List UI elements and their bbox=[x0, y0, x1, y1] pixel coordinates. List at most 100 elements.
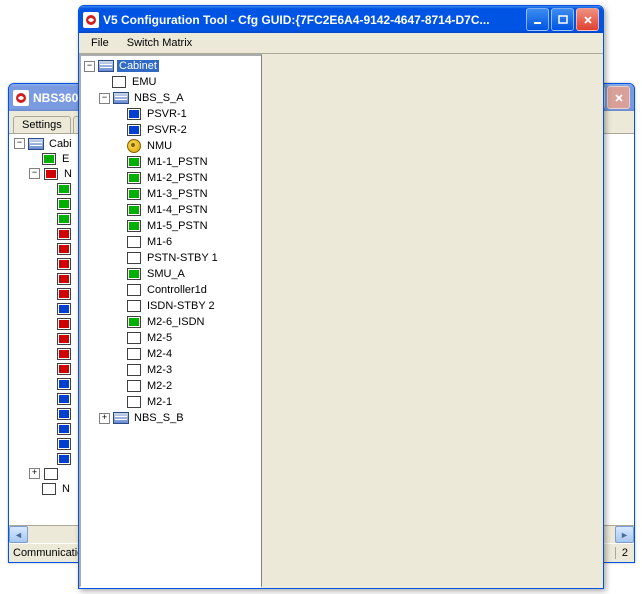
tree-item-label[interactable]: M2-6_ISDN bbox=[145, 316, 206, 328]
tree-item-label[interactable]: M1-2_PSTN bbox=[145, 172, 210, 184]
tree-item-label[interactable]: M1-3_PSTN bbox=[145, 188, 210, 200]
maximize-button[interactable] bbox=[551, 8, 574, 31]
toggle-spacer bbox=[44, 214, 53, 223]
toggle-spacer bbox=[44, 199, 53, 208]
expand-toggle[interactable]: + bbox=[99, 413, 110, 424]
toggle-spacer bbox=[114, 238, 123, 247]
node-icon bbox=[126, 235, 142, 249]
tree-item-label[interactable]: M2-2 bbox=[145, 380, 174, 392]
scroll-right-icon[interactable]: ► bbox=[615, 526, 634, 543]
tree-item-label[interactable]: N bbox=[60, 483, 72, 495]
node-icon bbox=[126, 331, 142, 345]
tree-item-label[interactable]: PSVR-2 bbox=[145, 124, 189, 136]
app-icon bbox=[13, 90, 29, 106]
expand-toggle[interactable]: − bbox=[29, 168, 40, 179]
fg-title: V5 Configuration Tool - Cfg GUID:{7FC2E6… bbox=[103, 13, 526, 27]
tree-item-label[interactable]: M2-3 bbox=[145, 364, 174, 376]
expand-toggle[interactable]: − bbox=[14, 138, 25, 149]
node-icon bbox=[56, 347, 72, 361]
nmu-icon bbox=[126, 139, 142, 153]
toggle-spacer bbox=[44, 439, 53, 448]
cabinet-icon bbox=[28, 137, 44, 151]
cabinet-icon bbox=[113, 411, 129, 425]
close-button[interactable] bbox=[607, 86, 630, 109]
toggle-spacer bbox=[114, 286, 123, 295]
tree-item-label[interactable]: M1-5_PSTN bbox=[145, 220, 210, 232]
cabinet-icon bbox=[98, 59, 114, 73]
tree-item-label[interactable]: M1-6 bbox=[145, 236, 174, 248]
node-icon bbox=[126, 107, 142, 121]
tree-item-label[interactable]: NBS_S_A bbox=[132, 92, 186, 104]
toggle-spacer bbox=[114, 190, 123, 199]
toggle-spacer bbox=[44, 229, 53, 238]
toggle-spacer bbox=[114, 334, 123, 343]
toggle-spacer bbox=[44, 259, 53, 268]
node-icon bbox=[126, 267, 142, 281]
toggle-spacer bbox=[114, 270, 123, 279]
toggle-spacer bbox=[114, 110, 123, 119]
toggle-spacer bbox=[44, 289, 53, 298]
toggle-spacer bbox=[114, 126, 123, 135]
expand-toggle[interactable]: − bbox=[84, 61, 95, 72]
node-icon bbox=[126, 251, 142, 265]
tree-item-label[interactable]: ISDN-STBY 2 bbox=[145, 300, 217, 312]
toggle-spacer bbox=[44, 319, 53, 328]
fg-tree[interactable]: − Cabinet EMU − NBS_S_A PSVR-1 PSVR-2 NMU M1-1_P… bbox=[79, 54, 262, 588]
node-icon bbox=[43, 167, 59, 181]
tree-item-label[interactable]: M1-1_PSTN bbox=[145, 156, 210, 168]
tree-item-label[interactable]: EMU bbox=[130, 76, 158, 88]
tree-root-label[interactable]: Cabinet bbox=[117, 60, 159, 72]
tree-item-label[interactable]: SMU_A bbox=[145, 268, 187, 280]
toggle-spacer bbox=[44, 394, 53, 403]
tree-item-label[interactable]: NBS_S_B bbox=[132, 412, 186, 424]
toggle-spacer bbox=[44, 454, 53, 463]
tree-root-label[interactable]: Cabi bbox=[47, 138, 74, 150]
expand-toggle[interactable]: + bbox=[29, 468, 40, 479]
toggle-spacer bbox=[114, 302, 123, 311]
node-icon bbox=[111, 75, 127, 89]
node-icon bbox=[126, 379, 142, 393]
fg-window-buttons bbox=[526, 8, 599, 31]
tree-item-label[interactable]: Controller1d bbox=[145, 284, 209, 296]
toggle-spacer bbox=[44, 364, 53, 373]
tree-item-label[interactable]: N bbox=[62, 168, 74, 180]
node-icon bbox=[126, 203, 142, 217]
tree-item-label[interactable]: M2-5 bbox=[145, 332, 174, 344]
scroll-left-icon[interactable]: ◄ bbox=[9, 526, 28, 543]
tree-item-label[interactable]: M2-1 bbox=[145, 396, 174, 408]
tab-settings[interactable]: Settings bbox=[13, 116, 71, 133]
menu-file[interactable]: File bbox=[83, 35, 117, 51]
status-right: 2 bbox=[615, 547, 634, 559]
tree-item-label[interactable]: E bbox=[60, 153, 71, 165]
toggle-spacer bbox=[44, 334, 53, 343]
expand-toggle[interactable]: − bbox=[99, 93, 110, 104]
tree-item-label[interactable]: PSVR-1 bbox=[145, 108, 189, 120]
fg-titlebar[interactable]: V5 Configuration Tool - Cfg GUID:{7FC2E6… bbox=[79, 6, 603, 33]
cabinet-icon bbox=[113, 91, 129, 105]
toggle-spacer bbox=[114, 142, 123, 151]
toggle-spacer bbox=[114, 254, 123, 263]
fg-window: V5 Configuration Tool - Cfg GUID:{7FC2E6… bbox=[78, 5, 604, 589]
tree-item-label[interactable]: M2-4 bbox=[145, 348, 174, 360]
node-icon bbox=[126, 347, 142, 361]
node-icon bbox=[56, 452, 72, 466]
tree-item-label[interactable]: NMU bbox=[145, 140, 174, 152]
app-icon bbox=[83, 12, 99, 28]
tree-item-label[interactable]: M1-4_PSTN bbox=[145, 204, 210, 216]
node-icon bbox=[56, 422, 72, 436]
toggle-spacer bbox=[44, 274, 53, 283]
menu-switch-matrix[interactable]: Switch Matrix bbox=[119, 35, 200, 51]
close-button[interactable] bbox=[576, 8, 599, 31]
minimize-button[interactable] bbox=[526, 8, 549, 31]
node-icon bbox=[126, 315, 142, 329]
toggle-spacer bbox=[99, 78, 108, 87]
toggle-spacer bbox=[114, 366, 123, 375]
menubar: File Switch Matrix bbox=[79, 33, 603, 54]
toggle-spacer bbox=[114, 222, 123, 231]
toggle-spacer bbox=[44, 409, 53, 418]
node-icon bbox=[56, 272, 72, 286]
node-icon bbox=[126, 155, 142, 169]
tree-item-label[interactable]: PSTN-STBY 1 bbox=[145, 252, 220, 264]
bg-tree[interactable]: − Cabi E − N + N bbox=[9, 134, 85, 525]
node-icon bbox=[56, 257, 72, 271]
